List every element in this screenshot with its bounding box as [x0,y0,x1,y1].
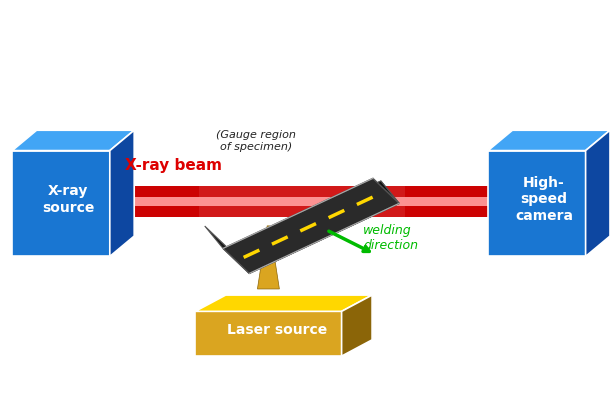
Text: High-
speed
camera: High- speed camera [515,176,573,223]
Polygon shape [231,181,399,274]
Polygon shape [110,197,199,206]
Polygon shape [257,226,279,289]
Polygon shape [586,130,610,256]
Text: welding
direction: welding direction [363,224,418,252]
Text: X-ray beam: X-ray beam [125,158,223,173]
Text: Laser source: Laser source [228,324,328,337]
Polygon shape [342,295,372,356]
Polygon shape [12,151,110,256]
Text: X-ray
source: X-ray source [42,184,95,214]
Polygon shape [110,130,134,256]
Polygon shape [405,197,488,206]
Polygon shape [110,186,199,217]
Polygon shape [488,130,610,151]
Polygon shape [231,181,399,274]
Polygon shape [110,186,488,217]
Polygon shape [405,186,488,217]
Polygon shape [223,178,399,274]
Polygon shape [488,151,586,256]
Polygon shape [110,197,488,206]
Polygon shape [12,130,134,151]
Polygon shape [195,311,342,356]
Text: (Gauge region
of specimen): (Gauge region of specimen) [217,130,296,152]
Polygon shape [205,226,249,274]
Polygon shape [195,295,372,311]
